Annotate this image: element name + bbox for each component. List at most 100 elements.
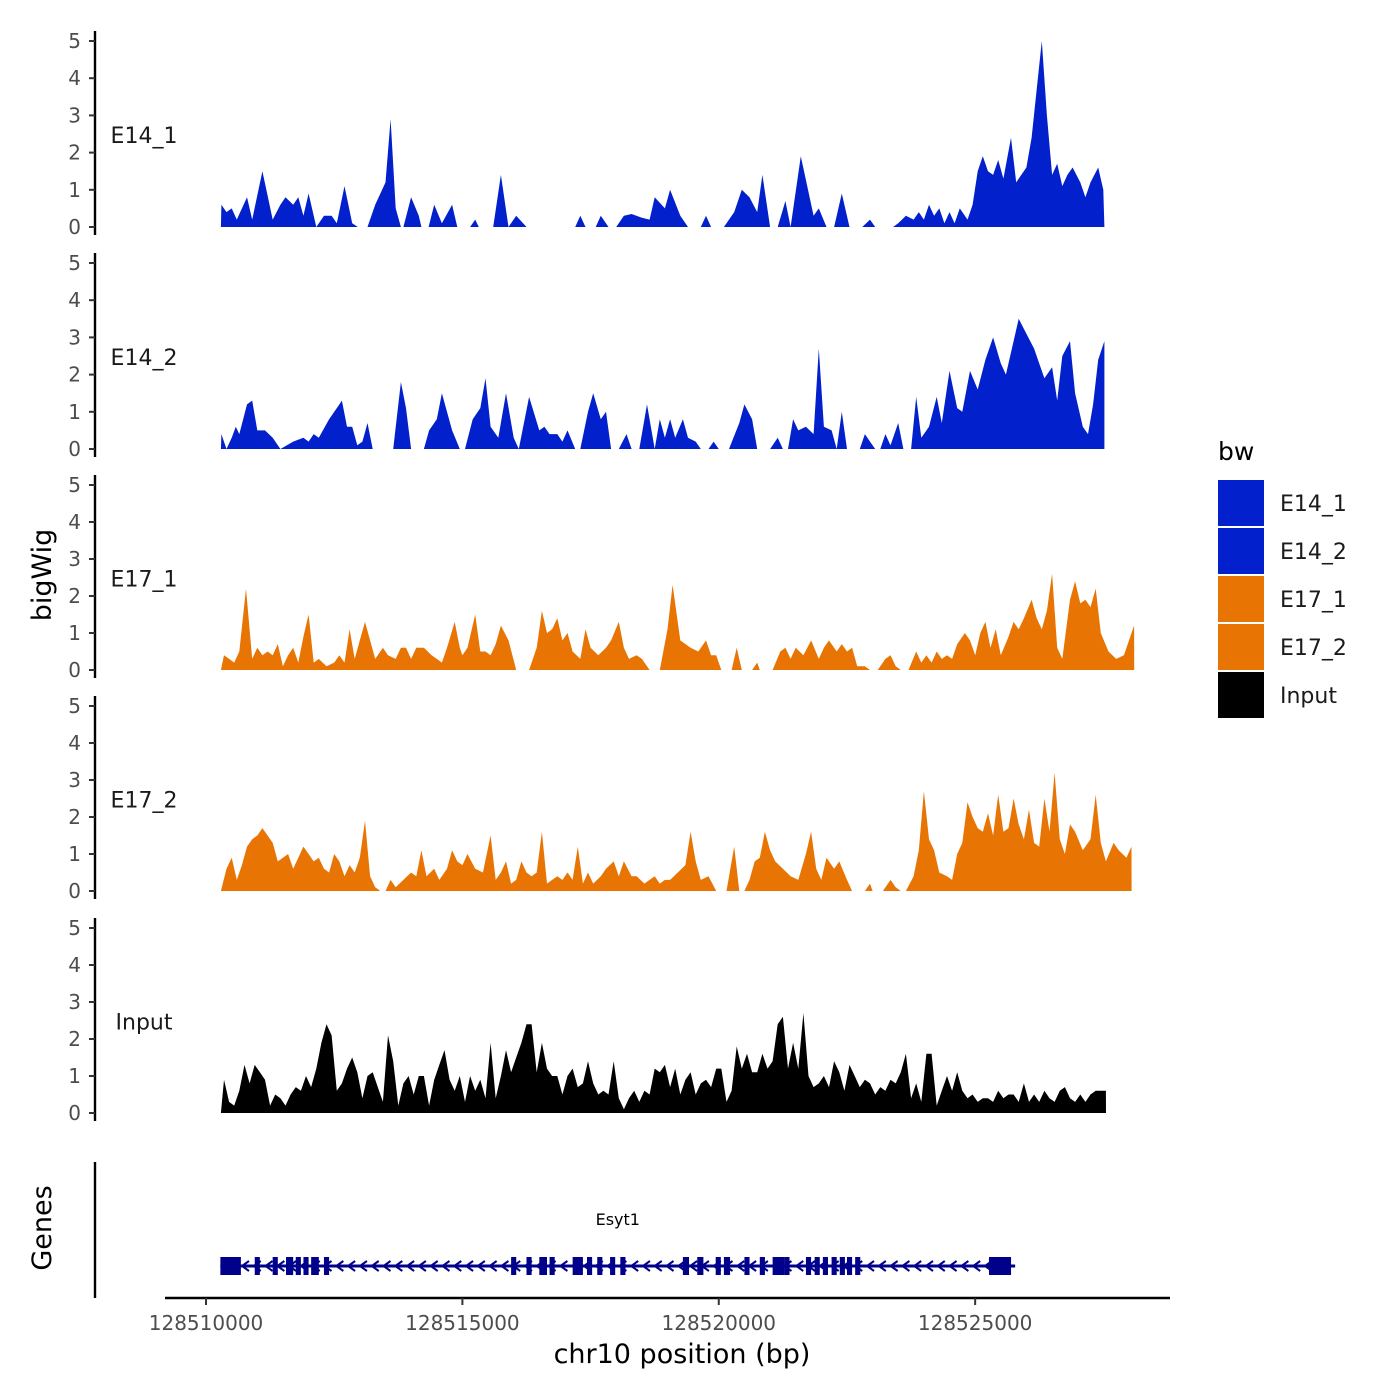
track-e14-1: 0 1 2 3 4 5 E14_1 bbox=[68, 29, 1105, 239]
strand-arrow bbox=[936, 1260, 946, 1272]
signal-area-e17-1 bbox=[220, 573, 1135, 670]
strand-arrow bbox=[346, 1260, 356, 1272]
exon bbox=[682, 1257, 690, 1275]
strand-arrow bbox=[428, 1260, 439, 1272]
strand-arrow bbox=[358, 1260, 368, 1272]
y-tick-label: 5 bbox=[68, 916, 81, 940]
exon bbox=[784, 1257, 790, 1275]
exon bbox=[759, 1257, 765, 1275]
genes-axis-title: Genes bbox=[27, 1185, 58, 1270]
strand-arrow bbox=[263, 1260, 274, 1272]
y-tick-label: 3 bbox=[68, 768, 81, 792]
exon bbox=[839, 1257, 845, 1275]
legend-label: E14_2 bbox=[1280, 540, 1347, 565]
track-label: E14_1 bbox=[111, 124, 178, 149]
y-tick-label: 0 bbox=[68, 437, 81, 461]
x-axis-title: chr10 position (bp) bbox=[554, 1339, 811, 1370]
x-axis: 128510000 128515000 128520000 128525000 bbox=[149, 1296, 1170, 1335]
strand-arrow bbox=[487, 1260, 498, 1272]
track-label: E14_2 bbox=[111, 346, 178, 371]
strand-arrow bbox=[653, 1260, 663, 1272]
exon bbox=[814, 1257, 820, 1275]
strand-arrow bbox=[417, 1260, 427, 1272]
strand-arrow bbox=[393, 1260, 403, 1272]
y-tick-label: 3 bbox=[68, 990, 81, 1014]
strand-arrow bbox=[499, 1260, 510, 1272]
legend-swatch-input bbox=[1218, 672, 1264, 718]
y-tick-label: 4 bbox=[68, 288, 81, 312]
exon bbox=[855, 1257, 861, 1275]
legend: bw E14_1 E14_2 E17_1 E17_2 Input bbox=[1218, 437, 1347, 718]
strand-arrow bbox=[877, 1260, 887, 1272]
y-tick-label: 3 bbox=[68, 103, 81, 127]
strand-arrow bbox=[464, 1260, 474, 1272]
exon bbox=[526, 1257, 532, 1275]
exon bbox=[610, 1257, 616, 1275]
exon bbox=[254, 1257, 260, 1275]
strand-arrow bbox=[794, 1260, 804, 1272]
strand-arrow bbox=[334, 1260, 344, 1272]
exon bbox=[597, 1257, 603, 1275]
strand-arrow bbox=[440, 1260, 451, 1272]
exon bbox=[620, 1257, 626, 1275]
exon bbox=[272, 1257, 278, 1275]
y-tick-label: 0 bbox=[68, 879, 81, 903]
strand-arrow bbox=[369, 1260, 380, 1272]
track-e17-1: 0 1 2 3 4 5 E17_1 bbox=[68, 473, 1135, 682]
y-tick-label: 4 bbox=[68, 66, 81, 90]
y-tick-label: 1 bbox=[68, 842, 81, 866]
exon bbox=[697, 1257, 704, 1275]
strand-arrow bbox=[629, 1260, 639, 1272]
track-e14-2: 0 1 2 3 4 5 E14_2 bbox=[68, 251, 1105, 461]
y-tick-label: 3 bbox=[68, 547, 81, 571]
y-tick-label: 2 bbox=[68, 363, 81, 387]
track-label: E17_2 bbox=[111, 789, 178, 814]
y-tick-label: 4 bbox=[68, 953, 81, 977]
signal-area-e14-1 bbox=[220, 41, 1105, 227]
exon bbox=[744, 1257, 750, 1275]
exon bbox=[822, 1257, 828, 1275]
strand-arrow bbox=[641, 1260, 651, 1272]
exon bbox=[572, 1257, 583, 1275]
signal-area-input bbox=[220, 1013, 1106, 1113]
y-tick-label: 4 bbox=[68, 731, 81, 755]
track-layer: 0 1 2 3 4 5 E14_1 0 1 2 3 4 5 E14_2 0 1 2 3 4 5 E17_1 0 1 2 3 4 5 E… bbox=[68, 29, 1135, 1125]
strand-arrow bbox=[959, 1260, 969, 1272]
strand-arrow bbox=[735, 1260, 745, 1272]
x-tick-label: 128525000 bbox=[918, 1311, 1033, 1335]
exon bbox=[772, 1257, 785, 1275]
y-axis-title: bigWig bbox=[27, 529, 58, 622]
legend-swatch-e17-1 bbox=[1218, 576, 1264, 622]
legend-label: E17_1 bbox=[1280, 588, 1347, 613]
x-tick-label: 128520000 bbox=[662, 1311, 777, 1335]
x-tick-label: 128515000 bbox=[405, 1311, 520, 1335]
exon bbox=[549, 1257, 555, 1275]
y-tick-label: 1 bbox=[68, 1064, 81, 1088]
exon bbox=[311, 1257, 319, 1275]
track-e17-2: 0 1 2 3 4 5 E17_2 bbox=[68, 694, 1132, 903]
exon bbox=[715, 1257, 721, 1275]
y-tick-label: 0 bbox=[68, 215, 81, 239]
exon bbox=[220, 1257, 241, 1275]
strand-arrow bbox=[688, 1260, 698, 1272]
strand-arrow bbox=[381, 1260, 392, 1272]
strand-arrow bbox=[888, 1260, 899, 1272]
legend-label: E17_2 bbox=[1280, 636, 1347, 661]
y-tick-label: 1 bbox=[68, 178, 81, 202]
y-tick-label: 0 bbox=[68, 658, 81, 682]
exon bbox=[586, 1257, 593, 1275]
exon bbox=[303, 1257, 309, 1275]
track-input: 0 1 2 3 4 5 Input bbox=[68, 916, 1106, 1125]
strand-arrow bbox=[558, 1260, 568, 1272]
signal-area-e14-2 bbox=[220, 318, 1105, 449]
legend-title: bw bbox=[1218, 437, 1254, 466]
strand-arrow bbox=[900, 1260, 910, 1272]
strand-arrow bbox=[240, 1260, 250, 1272]
y-tick-label: 2 bbox=[68, 1027, 81, 1051]
y-tick-label: 5 bbox=[68, 473, 81, 497]
gene-name-label: Esyt1 bbox=[596, 1210, 640, 1229]
legend-swatch-e14-2 bbox=[1218, 528, 1264, 574]
y-tick-label: 0 bbox=[68, 1101, 81, 1125]
strand-arrow bbox=[405, 1260, 415, 1272]
